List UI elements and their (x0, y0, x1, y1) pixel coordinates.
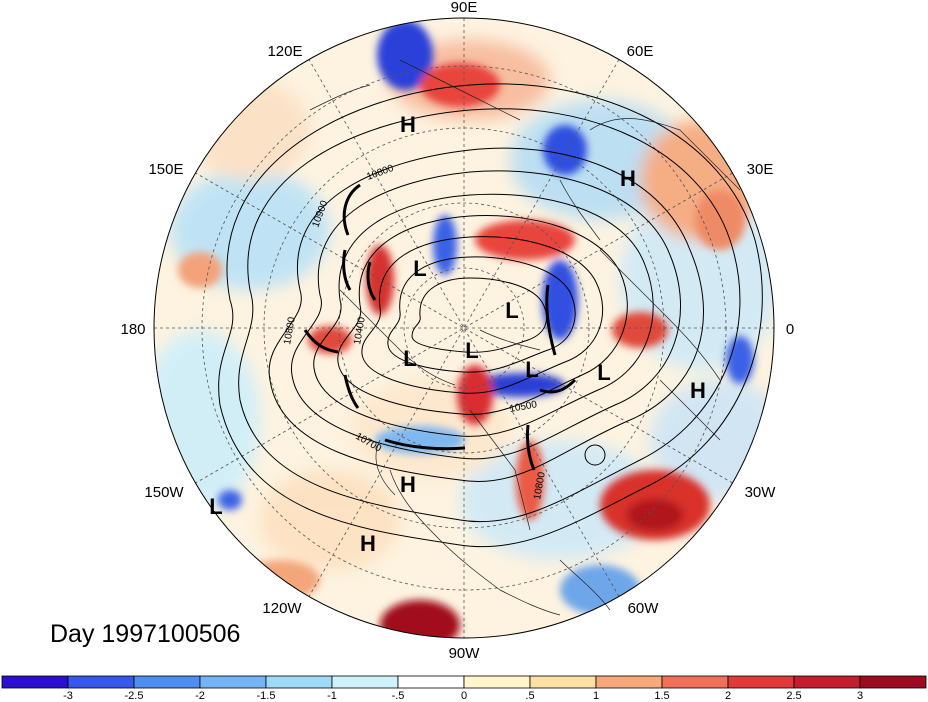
lon-label-90w: 90W (449, 645, 481, 662)
colorbar-box (793, 675, 861, 689)
lon-label-150w: 150W (144, 484, 184, 501)
center-l: L (597, 360, 610, 385)
colorbar-tick-label: -2.5 (125, 690, 144, 702)
colorbar-tick-label: 2 (725, 690, 731, 702)
lon-label-150e: 150E (148, 161, 183, 178)
center-h: H (400, 112, 416, 137)
center-l: L (465, 338, 478, 363)
colorbar-tick-label: 2.5 (786, 690, 801, 702)
colorbar-tick-label: -2 (195, 690, 205, 702)
height-contours (218, 83, 763, 548)
colorbar-box (727, 675, 795, 689)
center-h: H (620, 166, 636, 191)
colorbar-box (463, 675, 531, 689)
colorbar-box (265, 675, 333, 689)
colorbar-box (397, 675, 465, 689)
colorbar-ticks: -3 -2.5 -2 -1.5 -1 -.5 0 .5 1 1.5 2 2.5 3 (63, 690, 863, 702)
contour-label: 10400 (352, 316, 368, 346)
lon-label-30e: 30E (747, 161, 774, 178)
contour-label: 10800 (532, 471, 548, 501)
polar-map: 90E 60E 30E 0 30W 60W 90W 120W 150W 180 … (120, 0, 794, 662)
longitude-labels: 90E 60E 30E 0 30W 60W 90W 120W 150W 180 … (120, 0, 794, 662)
colorbar-tick-label: 0 (461, 690, 467, 702)
colorbar-tick-label: -3 (63, 690, 73, 702)
map-boundary (153, 17, 775, 639)
colorbar-box (859, 675, 927, 689)
colorbar-tick-label: 1.5 (654, 690, 669, 702)
lon-label-60w: 60W (628, 600, 660, 617)
lon-label-30w: 30W (745, 484, 777, 501)
colorbar-box (529, 675, 597, 689)
center-l: L (505, 298, 518, 323)
center-h: H (360, 531, 376, 556)
colorbar-tick-label: 3 (857, 690, 863, 702)
center-l: L (525, 357, 538, 382)
colorbar-tick-label: -1.5 (257, 690, 276, 702)
lon-label-180: 180 (120, 321, 145, 338)
colorbar-tick-label: -.5 (392, 690, 405, 702)
center-l: L (413, 256, 426, 281)
center-l: L (403, 346, 416, 371)
lon-label-120e: 120E (267, 43, 302, 60)
center-h: H (400, 472, 416, 497)
colorbar-boxes (1, 675, 927, 689)
colorbar-box (331, 675, 399, 689)
contour-label: 10800 (282, 316, 298, 346)
thick-contours (303, 183, 577, 471)
colorbar-box (133, 675, 201, 689)
contour-label: 10500 (509, 399, 539, 415)
center-h: H (690, 378, 706, 403)
colorbar-box (595, 675, 663, 689)
colorbar-box (67, 675, 135, 689)
colorbar-tick-label: 1 (593, 690, 599, 702)
lon-label-60e: 60E (627, 43, 654, 60)
anomaly-field (154, 18, 774, 638)
lon-label-120w: 120W (262, 600, 302, 617)
lon-label-0: 0 (786, 321, 794, 338)
colorbar-tick-label: .5 (525, 690, 534, 702)
colorbar-box (199, 675, 267, 689)
coastlines (309, 59, 741, 616)
colorbar-tick-label: -1 (327, 690, 337, 702)
pressure-centers: H H L L L L L L H H L H (209, 112, 706, 556)
colorbar-box (1, 675, 69, 689)
day-label: Day 1997100506 (50, 620, 241, 648)
colorbar-box (661, 675, 729, 689)
center-l: L (209, 494, 222, 519)
colorbar: -3 -2.5 -2 -1.5 -1 -.5 0 .5 1 1.5 2 2.5 3 (1, 675, 927, 702)
graticule (154, 18, 774, 638)
lon-label-90e: 90E (451, 0, 478, 16)
